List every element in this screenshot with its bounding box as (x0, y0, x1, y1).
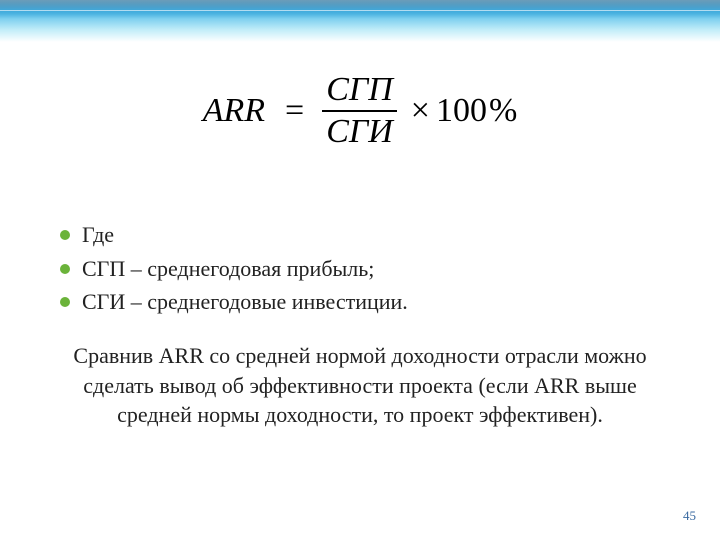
bullet-text: СГИ – среднегодовые инвестиции. (82, 287, 660, 317)
formula-lhs: ARR (203, 92, 265, 130)
formula-bar (322, 110, 397, 112)
bullet-text: Где (82, 220, 660, 250)
list-item: Где (60, 220, 660, 250)
list-item: СГИ – среднегодовые инвестиции. (60, 287, 660, 317)
bullet-icon (60, 264, 70, 274)
bullet-icon (60, 297, 70, 307)
slide: ARR = СГП СГИ × 100 % Где СГП – среднего… (0, 0, 720, 540)
list-item: СГП – среднегодовая прибыль; (60, 254, 660, 284)
banner-shine (0, 0, 720, 14)
page-number: 45 (683, 508, 696, 524)
formula-constant: 100 (436, 92, 487, 130)
formula-percent: % (489, 92, 517, 130)
formula-fraction: СГП СГИ (322, 72, 397, 149)
formula-numerator: СГП (322, 72, 397, 108)
top-banner (0, 0, 720, 42)
formula-container: ARR = СГП СГИ × 100 % (0, 72, 720, 149)
bullet-icon (60, 230, 70, 240)
formula-denominator: СГИ (322, 114, 397, 150)
summary-paragraph: Сравнив ARR со средней нормой доходности… (60, 341, 660, 430)
formula-times: × (411, 92, 430, 130)
body-text: Где СГП – среднегодовая прибыль; СГИ – с… (60, 220, 660, 430)
bullet-list: Где СГП – среднегодовая прибыль; СГИ – с… (60, 220, 660, 317)
formula: ARR = СГП СГИ × 100 % (203, 72, 518, 149)
bullet-text: СГП – среднегодовая прибыль; (82, 254, 660, 284)
formula-equals: = (285, 92, 304, 130)
